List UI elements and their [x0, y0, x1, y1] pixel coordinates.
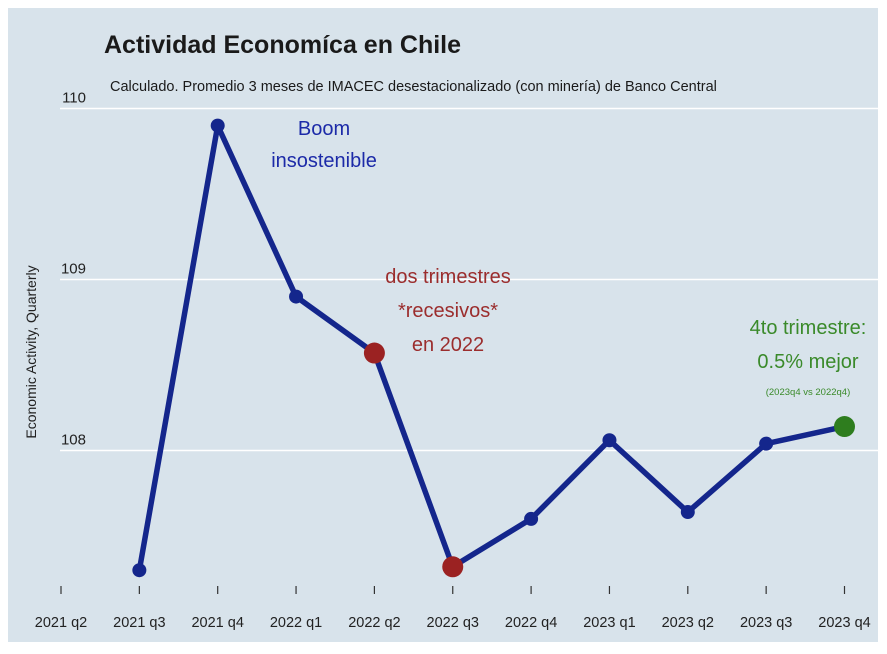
- x-tick-label-2022-q2: 2022 q2: [348, 615, 400, 631]
- annotation-2: 4to trimestre: 0.5% mejor (2023q4 vs 2022q…: [750, 317, 867, 398]
- annotation-0-line-1: insostenible: [271, 150, 377, 172]
- series-line: [136, 122, 848, 573]
- x-tick-label-2022-q3: 2022 q3: [427, 615, 479, 631]
- data-point-2023-q2: [680, 505, 695, 520]
- x-tick-label-2023-q3: 2023 q3: [740, 615, 792, 631]
- data-point-2023-q3: [759, 436, 774, 451]
- series-line-0: [136, 122, 848, 573]
- x-tick-label-2023-q2: 2023 q2: [662, 615, 714, 631]
- annotation-2-note: (2023q4 vs 2022q4): [766, 387, 851, 398]
- x-tick-label-2022-q1: 2022 q1: [270, 615, 322, 631]
- chart-subtitle: Calculado. Promedio 3 meses de IMACEC de…: [110, 79, 717, 95]
- chart-title: Actividad Economíca en Chile: [104, 31, 461, 59]
- annotation-2-line-1: 0.5% mejor: [757, 351, 858, 373]
- annotation-1: dos trimestres *recesivos* en 2022: [385, 266, 511, 356]
- x-tick-label-2022-q4: 2022 q4: [505, 615, 557, 631]
- annotation-0: Boom insostenible: [271, 118, 377, 172]
- data-point-2022-q2: [363, 342, 385, 364]
- gridlines: [60, 107, 878, 452]
- x-tick-label-2021-q3: 2021 q3: [113, 615, 165, 631]
- y-axis-label: Economic Activity, Quarterly: [23, 265, 39, 438]
- axes: 108 109 110 2021 q2 2021 q3 2021 q4 2022 q1 202…: [35, 90, 871, 632]
- y-tick-label-110: 110: [62, 90, 86, 107]
- x-tick-label-2023-q4: 2023 q4: [818, 615, 870, 631]
- annotation-2-line-0: 4to trimestre:: [750, 317, 867, 339]
- annotation-1-line-2: en 2022: [412, 334, 484, 356]
- annotation-1-line-1: *recesivos*: [398, 300, 498, 322]
- annotation-1-line-0: dos trimestres: [385, 266, 511, 288]
- data-point-2023-q4: [834, 416, 855, 438]
- data-point-2022-q3: [442, 556, 464, 578]
- data-point-2023-q1: [602, 433, 617, 448]
- x-tick-label-2023-q1: 2023 q1: [583, 615, 635, 631]
- data-point-2022-q1: [289, 289, 304, 304]
- data-point-2022-q4: [524, 511, 539, 526]
- y-tick-label-108: 108: [61, 432, 86, 449]
- data-points: [132, 118, 855, 578]
- x-tick-label-2021-q4: 2021 q4: [191, 615, 243, 631]
- annotation-0-line-0: Boom: [298, 118, 350, 140]
- data-point-2021-q4: [210, 118, 225, 133]
- annotations: Boom insostenible dos trimestres *recesivos…: [271, 118, 866, 398]
- y-tick-label-109: 109: [61, 261, 86, 278]
- x-tick-label-2021-q2: 2021 q2: [35, 615, 87, 631]
- data-point-2021-q3: [132, 563, 147, 578]
